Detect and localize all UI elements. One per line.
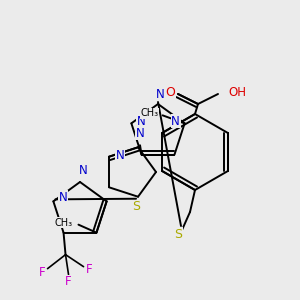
Text: N: N <box>136 127 145 140</box>
Text: S: S <box>132 200 140 213</box>
Text: F: F <box>65 275 72 288</box>
Text: N: N <box>59 191 68 204</box>
Text: F: F <box>86 263 93 276</box>
Text: CH₃: CH₃ <box>54 218 73 228</box>
Text: S: S <box>174 227 182 241</box>
Text: N: N <box>156 88 164 100</box>
Text: O: O <box>165 86 175 100</box>
Text: N: N <box>79 164 87 176</box>
Text: N: N <box>171 115 180 128</box>
Text: N: N <box>137 115 146 128</box>
Text: CH₃: CH₃ <box>140 108 159 118</box>
Text: F: F <box>39 266 46 279</box>
Text: N: N <box>116 149 124 162</box>
Text: OH: OH <box>228 85 246 98</box>
